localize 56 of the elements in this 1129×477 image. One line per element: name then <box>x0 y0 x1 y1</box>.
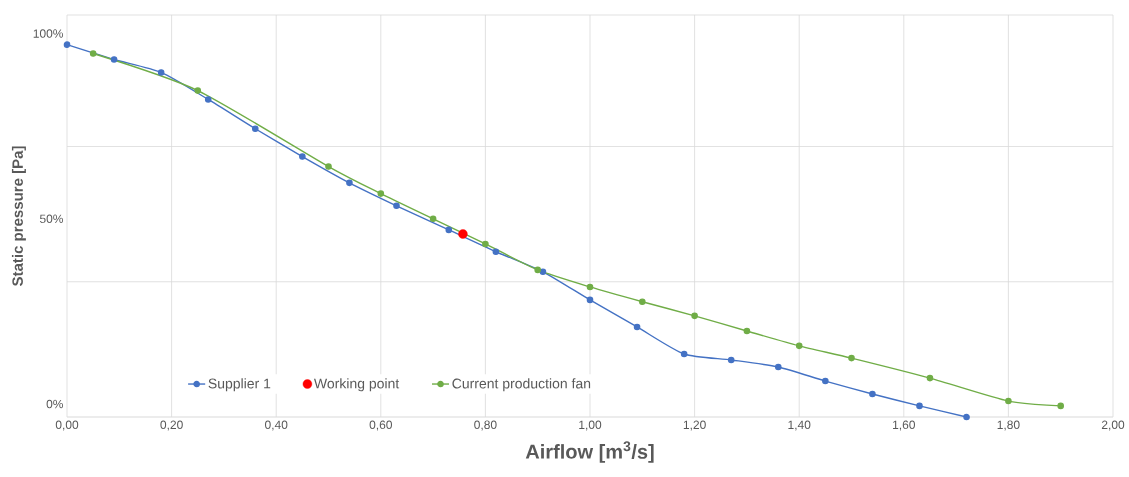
x-tick-label: 0,60 <box>369 420 393 431</box>
point <box>680 350 688 358</box>
point <box>325 163 332 170</box>
point <box>89 50 97 57</box>
y-tick-label: 100% <box>33 29 64 38</box>
x-tick-label: 2,00 <box>1101 420 1125 431</box>
point <box>251 125 259 133</box>
point <box>458 229 468 239</box>
x-tick-label: 0,00 <box>55 420 79 431</box>
y-axis-title: Static pressure [Pa] <box>11 146 26 286</box>
x-tick-label: 1,40 <box>788 420 811 431</box>
point <box>586 296 594 304</box>
x-tick-label: 1,00 <box>579 420 602 431</box>
point <box>346 179 353 187</box>
point <box>377 190 385 197</box>
point <box>445 226 453 234</box>
point <box>393 202 400 210</box>
x-tick-label: 0,40 <box>265 420 288 431</box>
point <box>963 413 970 421</box>
x-axis-title: Airflow [m$^{3}$/s] <box>525 441 654 463</box>
point <box>482 240 489 248</box>
x-tick-label: 1,80 <box>997 420 1020 431</box>
y-tick-label: 50% <box>39 214 64 224</box>
point <box>822 377 829 385</box>
x-tick-label: 1,60 <box>893 420 916 431</box>
point <box>534 266 541 274</box>
point <box>633 323 641 331</box>
point <box>1005 397 1012 405</box>
point <box>586 283 594 291</box>
x-tick-label: 0,80 <box>474 420 497 431</box>
point <box>795 342 803 350</box>
point <box>157 69 165 76</box>
point <box>1057 402 1064 410</box>
point <box>299 153 306 160</box>
x-tick-label: 1,20 <box>683 420 706 431</box>
point <box>204 96 212 103</box>
point <box>743 327 751 335</box>
legend-label: Working point <box>313 378 400 392</box>
point <box>110 56 118 63</box>
point <box>916 402 923 410</box>
point <box>639 298 646 306</box>
point <box>492 248 500 256</box>
point <box>691 312 698 320</box>
point <box>727 356 735 364</box>
y-tick-label: 0% <box>46 399 64 409</box>
legend-label: Current production fan <box>452 378 591 392</box>
x-tick-label: 0,20 <box>160 420 183 431</box>
point <box>539 268 547 276</box>
point <box>848 354 855 362</box>
point <box>869 390 876 398</box>
point <box>194 87 202 94</box>
point <box>429 215 437 223</box>
point <box>63 41 71 48</box>
point <box>926 374 934 382</box>
legend-label: Supplier 1 <box>208 378 271 392</box>
point <box>774 363 782 371</box>
